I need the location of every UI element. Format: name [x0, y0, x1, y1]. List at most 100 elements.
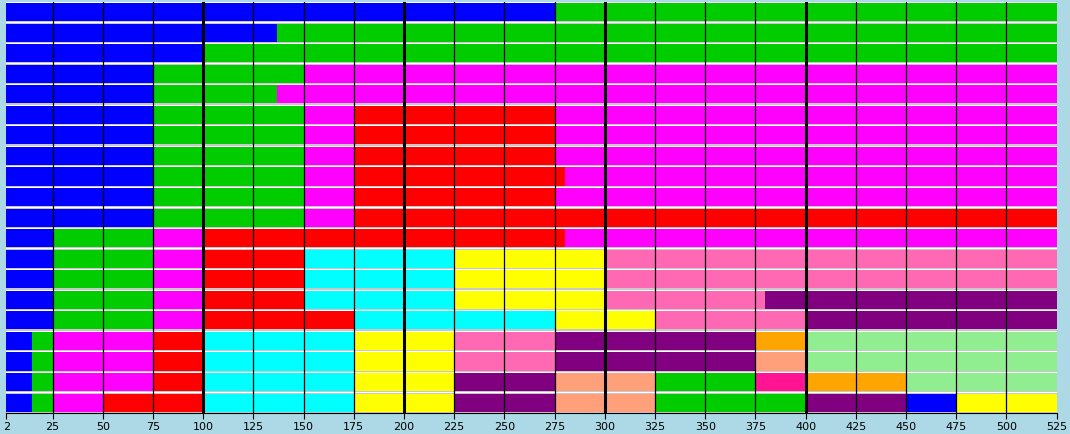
Bar: [354, 168, 565, 186]
Bar: [605, 250, 1057, 268]
Bar: [565, 230, 1057, 248]
Bar: [304, 148, 354, 166]
Bar: [806, 332, 1057, 350]
Bar: [153, 209, 304, 227]
Bar: [153, 66, 304, 84]
Bar: [554, 332, 755, 350]
Bar: [454, 291, 605, 309]
Bar: [277, 24, 1057, 43]
Bar: [755, 353, 806, 371]
Bar: [6, 291, 52, 309]
Bar: [203, 271, 304, 289]
Bar: [755, 373, 806, 391]
Bar: [153, 332, 203, 350]
Bar: [153, 230, 203, 248]
Bar: [304, 271, 454, 289]
Bar: [304, 291, 454, 309]
Bar: [153, 127, 304, 145]
Bar: [52, 373, 153, 391]
Bar: [203, 45, 1057, 63]
Bar: [554, 148, 1057, 166]
Bar: [354, 189, 554, 207]
Bar: [304, 189, 354, 207]
Bar: [6, 106, 153, 125]
Bar: [6, 24, 277, 43]
Bar: [354, 332, 454, 350]
Bar: [605, 291, 765, 309]
Bar: [6, 353, 32, 371]
Bar: [103, 394, 203, 412]
Bar: [6, 86, 153, 104]
Bar: [203, 373, 354, 391]
Bar: [153, 291, 203, 309]
Bar: [6, 332, 32, 350]
Bar: [554, 312, 655, 330]
Bar: [304, 250, 454, 268]
Bar: [52, 250, 153, 268]
Bar: [655, 394, 806, 412]
Bar: [304, 209, 354, 227]
Bar: [203, 394, 354, 412]
Bar: [304, 168, 354, 186]
Bar: [32, 353, 52, 371]
Bar: [554, 353, 755, 371]
Bar: [153, 189, 304, 207]
Bar: [957, 394, 1057, 412]
Bar: [806, 312, 1057, 330]
Bar: [304, 127, 354, 145]
Bar: [454, 394, 554, 412]
Bar: [6, 394, 32, 412]
Bar: [354, 148, 554, 166]
Bar: [605, 271, 1057, 289]
Bar: [6, 230, 52, 248]
Bar: [290, 86, 1057, 104]
Bar: [454, 353, 554, 371]
Bar: [554, 127, 1057, 145]
Bar: [6, 250, 52, 268]
Bar: [153, 312, 203, 330]
Bar: [6, 209, 153, 227]
Bar: [153, 148, 304, 166]
Bar: [454, 271, 605, 289]
Bar: [806, 353, 1057, 371]
Bar: [153, 271, 203, 289]
Bar: [354, 394, 454, 412]
Bar: [765, 291, 1057, 309]
Bar: [605, 189, 1057, 207]
Bar: [354, 230, 565, 248]
Bar: [6, 66, 153, 84]
Bar: [153, 168, 304, 186]
Bar: [304, 66, 1057, 84]
Bar: [6, 373, 32, 391]
Bar: [277, 86, 290, 104]
Bar: [32, 373, 52, 391]
Bar: [6, 312, 52, 330]
Bar: [806, 394, 906, 412]
Bar: [554, 189, 605, 207]
Bar: [755, 332, 806, 350]
Bar: [203, 291, 304, 309]
Bar: [203, 312, 354, 330]
Bar: [6, 271, 52, 289]
Bar: [906, 373, 1057, 391]
Bar: [6, 148, 153, 166]
Bar: [454, 332, 554, 350]
Bar: [454, 250, 605, 268]
Bar: [52, 332, 153, 350]
Bar: [52, 353, 153, 371]
Bar: [354, 127, 554, 145]
Bar: [454, 373, 554, 391]
Bar: [806, 373, 906, 391]
Bar: [153, 86, 277, 104]
Bar: [153, 250, 203, 268]
Bar: [554, 209, 1057, 227]
Bar: [6, 4, 554, 22]
Bar: [52, 312, 153, 330]
Bar: [52, 291, 153, 309]
Bar: [554, 394, 655, 412]
Bar: [52, 230, 153, 248]
Bar: [153, 373, 203, 391]
Bar: [32, 394, 52, 412]
Bar: [354, 353, 454, 371]
Bar: [203, 250, 304, 268]
